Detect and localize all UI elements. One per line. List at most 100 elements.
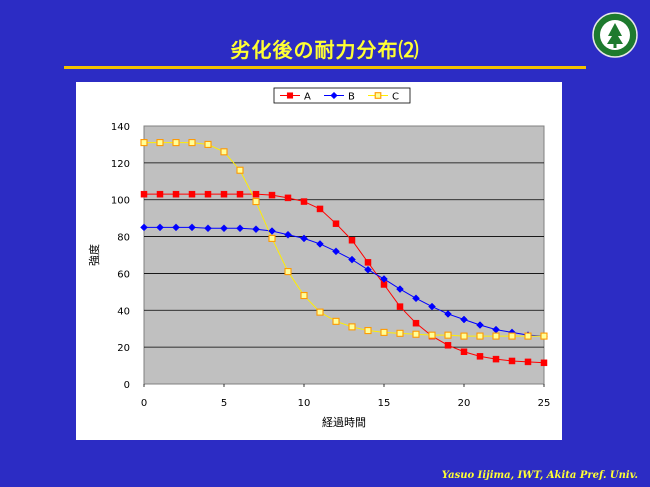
series-C-point-8 xyxy=(268,234,276,242)
legend-marker-C xyxy=(374,92,382,99)
series-C-point-20 xyxy=(460,332,468,340)
series-B-point-3 xyxy=(188,223,196,232)
series-A-point-20 xyxy=(460,348,468,355)
series-A-point-23 xyxy=(508,357,516,365)
series-A-point-10 xyxy=(300,198,308,205)
x-axis-label: 経過時間 xyxy=(322,416,366,429)
series-A-point-6 xyxy=(236,190,244,198)
series-A-point-11 xyxy=(316,205,324,213)
series-C-point-9 xyxy=(284,268,292,276)
series-B-point-2 xyxy=(172,223,180,232)
legend-label-A: A xyxy=(304,92,311,103)
series-C-point-18 xyxy=(428,331,436,339)
x-tick-label-10: 10 xyxy=(298,398,311,409)
x-tick-label-20: 20 xyxy=(458,398,471,409)
title-underline xyxy=(64,66,586,69)
series-C-point-10 xyxy=(300,291,308,300)
x-tick-label-0: 0 xyxy=(141,398,147,409)
y-tick-label-20: 20 xyxy=(117,343,130,354)
y-tick-label-80: 80 xyxy=(117,233,130,244)
series-B-point-13 xyxy=(348,255,356,264)
series-A-point-3 xyxy=(188,190,196,198)
series-C-point-2 xyxy=(172,139,180,147)
series-B-point-8 xyxy=(268,227,276,235)
series-C-point-23 xyxy=(508,332,516,340)
series-A-point-8 xyxy=(268,191,276,199)
series-A-point-21 xyxy=(476,353,484,360)
series-C-point-5 xyxy=(220,148,228,156)
series-C-point-3 xyxy=(188,139,196,147)
y-tick-label-40: 40 xyxy=(117,306,130,317)
series-C-point-16 xyxy=(396,329,404,337)
series-B-point-14 xyxy=(364,265,372,274)
series-A-point-5 xyxy=(220,190,228,198)
legend-marker-A xyxy=(286,92,294,99)
series-A-point-22 xyxy=(492,355,500,363)
y-tick-label-140: 140 xyxy=(111,122,130,133)
chart-panel: 0 20 40 60 80 100 120 140 0 5 10 15 20 25 経過時間 強度 A B C xyxy=(76,82,562,440)
series-A-point-17 xyxy=(412,319,420,327)
series-A-point-7 xyxy=(252,190,260,198)
series-A-point-25 xyxy=(540,359,548,367)
series-C-point-15 xyxy=(380,328,388,336)
series-A-point-16 xyxy=(396,303,404,310)
series-A-point-14 xyxy=(364,259,372,266)
series-B-point-21 xyxy=(476,321,484,329)
author-credit: Yasuo Iijima, IWT, Akita Pref. Univ. xyxy=(441,470,638,481)
series-B-point-11 xyxy=(316,240,324,248)
series-B-point-20 xyxy=(460,315,468,324)
series-A-point-4 xyxy=(204,190,212,198)
series-B-point-19 xyxy=(444,310,452,318)
x-tick-label-15: 15 xyxy=(378,398,391,409)
series-B-point-15 xyxy=(380,275,388,283)
series-B-point-12 xyxy=(332,247,340,256)
series-C-point-7 xyxy=(252,198,260,206)
series-C-point-13 xyxy=(348,323,356,331)
series-B-point-16 xyxy=(396,285,404,293)
series-C-point-17 xyxy=(412,330,420,338)
series-A-point-0 xyxy=(140,190,148,198)
series-C-point-1 xyxy=(156,139,164,147)
series-A-point-13 xyxy=(348,237,356,244)
university-seal-logo xyxy=(592,12,638,58)
series-C-point-12 xyxy=(332,317,340,325)
x-tick-label-5: 5 xyxy=(221,398,227,409)
series-B-point-18 xyxy=(428,302,436,311)
series-A-point-19 xyxy=(444,342,452,349)
series-B-point-9 xyxy=(284,230,292,239)
series-C-point-24 xyxy=(524,332,532,340)
x-tick-label-25: 25 xyxy=(538,398,551,409)
series-C-point-6 xyxy=(236,166,244,174)
y-tick-label-60: 60 xyxy=(117,269,130,280)
series-C-point-14 xyxy=(364,327,372,335)
series-A-point-12 xyxy=(332,220,340,227)
y-tick-label-0: 0 xyxy=(124,380,130,391)
series-B-point-6 xyxy=(236,224,244,233)
y-tick-label-100: 100 xyxy=(111,196,130,207)
series-C-point-25 xyxy=(540,332,548,340)
series-A-point-24 xyxy=(524,358,532,366)
series-C-point-22 xyxy=(492,332,500,340)
series-A-point-2 xyxy=(172,190,180,198)
series-B-point-10 xyxy=(300,234,308,243)
series-B-point-5 xyxy=(220,224,228,233)
series-C-point-4 xyxy=(204,140,212,148)
series-B-point-17 xyxy=(412,294,420,303)
legend-marker-B xyxy=(330,91,338,100)
series-A-point-9 xyxy=(284,194,292,202)
series-B-point-7 xyxy=(252,225,260,234)
series-C-point-19 xyxy=(444,331,452,339)
series-B-point-1 xyxy=(156,223,164,232)
series-B-point-0 xyxy=(140,223,148,232)
series-C-point-0 xyxy=(140,139,148,147)
series-C-point-21 xyxy=(476,332,484,340)
y-axis-label: 強度 xyxy=(87,244,101,266)
legend-label-C: C xyxy=(392,92,399,103)
series-A-point-1 xyxy=(156,190,164,198)
series-B-point-4 xyxy=(204,224,212,233)
legend-label-B: B xyxy=(348,92,355,103)
y-tick-label-120: 120 xyxy=(111,159,130,170)
slide-title: 劣化後の耐力分布⑵ xyxy=(230,38,420,62)
strength-distribution-chart: 0 20 40 60 80 100 120 140 0 5 10 15 20 25 経過時間 強度 A B C xyxy=(87,87,551,429)
series-C-point-11 xyxy=(316,308,324,316)
